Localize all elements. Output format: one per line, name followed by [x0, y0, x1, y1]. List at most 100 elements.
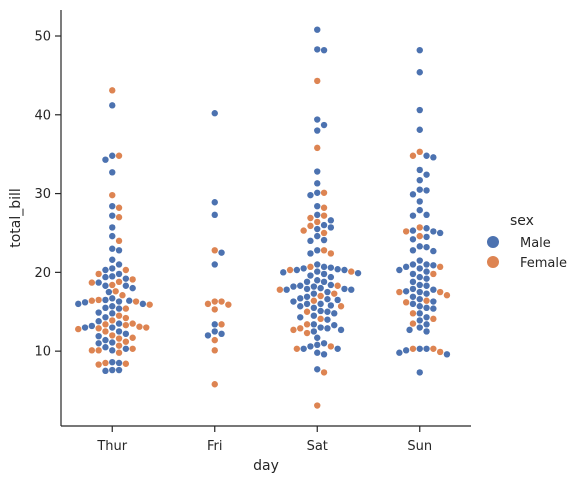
data-point-male	[402, 347, 410, 354]
data-point-female	[95, 347, 102, 354]
data-point-female	[436, 288, 444, 296]
data-point-male	[324, 325, 331, 332]
data-point-male	[423, 225, 430, 232]
data-point-male	[314, 334, 321, 341]
data-point-male	[283, 286, 290, 293]
data-point-male	[402, 288, 410, 295]
data-point-male	[348, 286, 355, 293]
data-point-male	[314, 232, 321, 240]
data-point-male	[122, 282, 130, 289]
data-point-male	[314, 189, 321, 196]
data-point-male	[416, 243, 423, 250]
data-point-male	[102, 367, 109, 375]
data-point-male	[409, 278, 417, 286]
data-point-male	[109, 273, 116, 280]
data-point-male	[102, 156, 109, 163]
legend-label-female: Female	[520, 256, 567, 271]
data-point-female	[115, 237, 123, 245]
data-point-female	[276, 286, 284, 293]
data-point-female	[115, 204, 123, 211]
x-axis-label: day	[253, 458, 279, 474]
data-point-female	[211, 247, 218, 254]
data-point-female	[115, 312, 123, 319]
data-point-male	[423, 171, 430, 178]
data-point-female	[423, 297, 430, 304]
data-point-male	[314, 261, 321, 268]
data-point-female	[109, 317, 116, 324]
legend-title: sex	[510, 213, 534, 229]
data-point-male	[314, 202, 321, 210]
data-point-male	[81, 324, 89, 331]
data-point-male	[416, 303, 423, 310]
data-point-male	[307, 237, 314, 245]
data-point-male	[416, 106, 423, 114]
data-point-male	[314, 277, 321, 284]
data-point-male	[416, 206, 423, 214]
data-point-male	[409, 270, 417, 278]
data-point-female	[327, 343, 335, 350]
data-point-male	[416, 166, 423, 174]
data-points	[75, 26, 451, 409]
data-point-female	[115, 278, 123, 286]
data-point-male	[327, 224, 335, 231]
x-tick-label: Fri	[207, 439, 223, 454]
data-point-male	[416, 281, 423, 289]
data-point-female	[310, 297, 318, 304]
data-point-female	[109, 332, 116, 339]
data-point-female	[286, 266, 294, 274]
data-point-male	[109, 256, 116, 263]
data-point-female	[132, 298, 140, 305]
data-point-male	[109, 232, 116, 240]
data-point-male	[331, 310, 338, 317]
data-point-female	[204, 300, 212, 308]
data-point-female	[409, 310, 417, 317]
data-point-male	[396, 349, 403, 356]
data-point-male	[297, 314, 304, 321]
data-point-male	[314, 341, 321, 349]
data-point-male	[334, 345, 341, 352]
data-point-male	[102, 344, 109, 351]
data-point-male	[122, 330, 130, 338]
data-point-male	[409, 191, 417, 198]
data-point-female	[416, 232, 423, 240]
data-point-male	[300, 265, 307, 272]
data-point-male	[324, 308, 331, 315]
data-point-female	[122, 321, 130, 329]
data-point-female	[331, 290, 338, 297]
data-point-female	[218, 298, 225, 305]
data-point-female	[115, 335, 123, 342]
data-point-male	[303, 293, 311, 300]
data-point-male	[314, 116, 321, 123]
data-point-male	[416, 126, 423, 133]
data-point-male	[409, 227, 417, 234]
data-point-male	[327, 273, 335, 281]
data-point-male	[409, 236, 417, 243]
data-point-male	[109, 366, 116, 374]
data-point-male	[416, 324, 423, 331]
data-point-male	[293, 266, 301, 274]
data-point-male	[95, 279, 102, 286]
data-point-male	[310, 304, 318, 312]
data-point-female	[129, 345, 136, 352]
data-point-male	[416, 345, 423, 352]
data-point-male	[423, 314, 430, 321]
data-point-female	[95, 361, 102, 368]
data-point-female	[122, 305, 130, 312]
data-point-male	[409, 285, 417, 293]
data-point-male	[109, 224, 116, 231]
data-point-male	[331, 321, 338, 329]
data-point-male	[409, 293, 417, 300]
data-point-female	[143, 324, 150, 331]
data-point-male	[115, 270, 123, 278]
data-point-female	[75, 325, 82, 333]
data-point-male	[423, 243, 430, 251]
data-point-female	[122, 314, 130, 322]
data-point-male	[280, 269, 287, 276]
data-point-female	[95, 296, 102, 304]
data-point-male	[416, 69, 423, 76]
data-point-male	[115, 261, 123, 268]
data-point-male	[109, 358, 116, 366]
data-point-male	[337, 326, 345, 334]
data-point-male	[324, 295, 331, 303]
data-point-female	[317, 315, 324, 323]
